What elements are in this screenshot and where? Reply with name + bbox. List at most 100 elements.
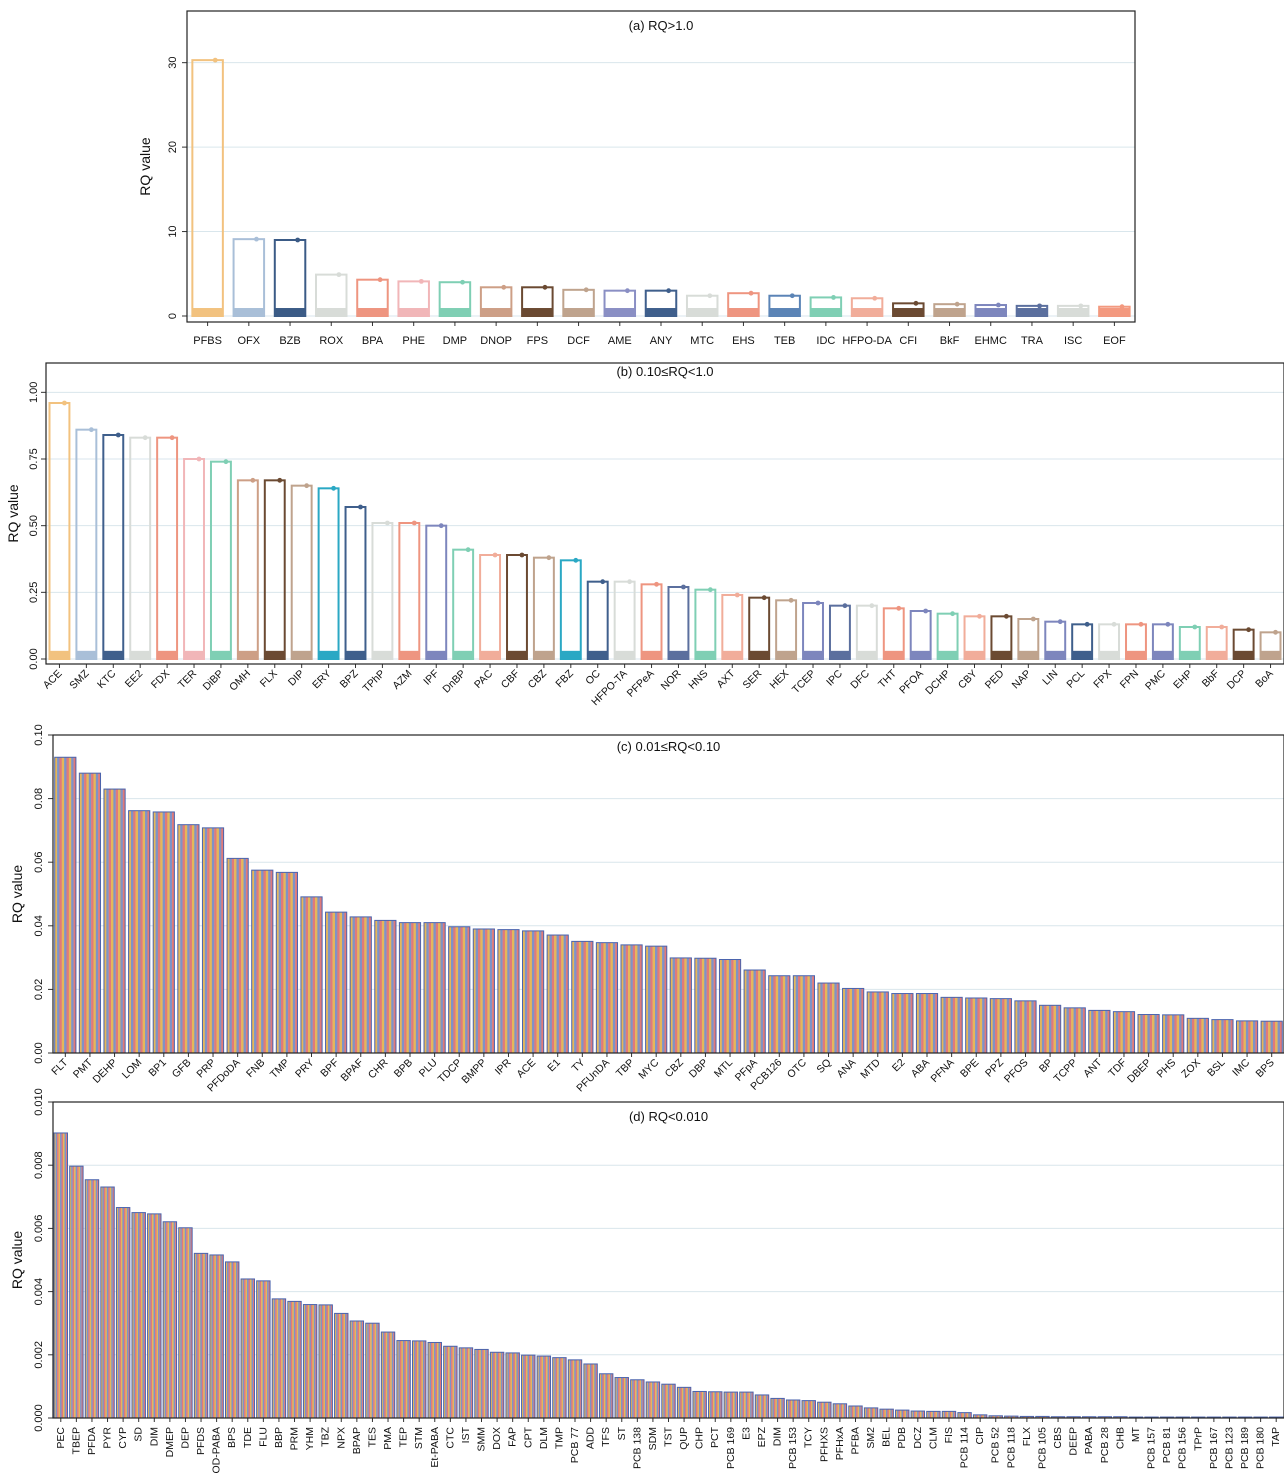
bar-stripe [898,993,902,1053]
bar-stripe [554,935,557,1053]
plot-frame [45,362,1284,665]
bar-stripe [1216,1019,1220,1053]
bar-stripe [1078,1416,1081,1418]
bar-stripe [714,1391,717,1418]
bar-stripe [764,1394,766,1418]
bar-stripe [1245,1020,1249,1053]
bar-base [318,650,339,659]
max-point [815,600,821,606]
bar-stripe [664,1384,667,1418]
bar-stripe [1015,1416,1017,1418]
bar-stripe [724,1392,726,1418]
x-tick-label: IPC [824,667,845,688]
bar-stripe [292,1301,294,1418]
x-tick-label: BEL [881,1427,893,1447]
bar-stripe [798,1399,801,1418]
bar-stripe [1046,1005,1050,1053]
bar-base [1152,650,1173,659]
bar [209,460,232,660]
bar-stripe [999,1415,1002,1418]
bar-stripe [398,1340,401,1418]
bar [398,522,421,660]
bar-stripe [968,1412,970,1418]
bar [532,556,555,661]
bar-stripe [802,975,806,1053]
bar-stripe [265,1280,268,1418]
bar-stripe [140,1212,143,1418]
bar-stripe [217,1254,220,1418]
bar-stripe [509,929,513,1053]
bar-stripe [948,997,951,1053]
bar-stripe [878,991,882,1053]
bar-stripe [496,1352,499,1418]
bar-stripe [760,970,764,1053]
x-tick-label: TPrP [1192,1427,1204,1451]
bar-stripe [825,1402,827,1418]
bar-stripe [242,1278,245,1418]
bar-stripe [1121,1416,1123,1418]
x-tick-label: QUP [678,1427,690,1450]
x-tick-label: ACE [41,668,65,692]
bar-stripe [1014,1000,1018,1053]
bar-stripe [374,1323,377,1418]
bar-stripe [951,1411,953,1418]
x-tick-label: DCHP [923,668,953,698]
bar-stripe [1073,1007,1077,1053]
bar-stripe [137,1212,140,1418]
bar-stripe [261,1280,263,1418]
max-point [169,435,175,441]
bar [613,580,636,661]
bar-stripe [513,1352,516,1418]
bar-stripe [203,1253,205,1418]
bar-stripe [588,941,591,1053]
bar-stripe [54,757,58,1053]
bar-stripe [455,1346,458,1418]
bar-stripe [580,1359,582,1418]
bar-stripe [551,935,555,1053]
bar-stripe [1058,1416,1061,1418]
bar-base [372,650,393,659]
bar-stripe [334,912,338,1053]
bar-base [1072,650,1093,659]
bar-stripe [337,912,340,1053]
bar-stripe [1252,1020,1256,1053]
bar-stripe [541,930,544,1053]
max-point [142,435,148,441]
bar-stripe [155,1213,157,1418]
bar-stripe [932,993,936,1053]
bar-stripe [954,1411,956,1418]
max-point [681,584,686,590]
x-tick-label: PRM [289,1427,301,1450]
bar-stripe [194,1253,197,1418]
bar-stripe [871,991,875,1053]
bar-stripe [854,1405,857,1418]
bar-stripe [475,928,479,1053]
max-point [600,579,606,585]
bar-stripe [71,757,74,1053]
x-tick-label: TMP [553,1427,565,1449]
bar-stripe [600,1373,603,1418]
bar-stripe [684,957,687,1053]
bar-stripe [309,1304,312,1418]
bar-stripe [699,958,703,1053]
bar-stripe [1021,1000,1025,1053]
bar-stripe [681,957,685,1053]
bar-stripe [79,773,82,1053]
x-tick-label: IPF [421,668,441,688]
bar-stripe [452,1346,455,1418]
bar-stripe [663,1384,665,1418]
max-point [1030,616,1036,622]
bar-stripe [178,1227,181,1418]
bar-stripe [1223,1019,1227,1053]
bar-stripe [957,1412,960,1418]
bar-stripe [843,1403,846,1418]
bar-stripe [442,922,446,1053]
x-tick-label: ANA [835,1057,859,1081]
bar-stripe [796,1399,799,1418]
bar-stripe [517,1352,520,1418]
bar-stripe [1149,1014,1153,1053]
bar-stripe [881,1409,884,1418]
bar-stripe [508,1352,511,1418]
bar-stripe [359,1320,361,1418]
bar-stripe [432,1342,435,1418]
